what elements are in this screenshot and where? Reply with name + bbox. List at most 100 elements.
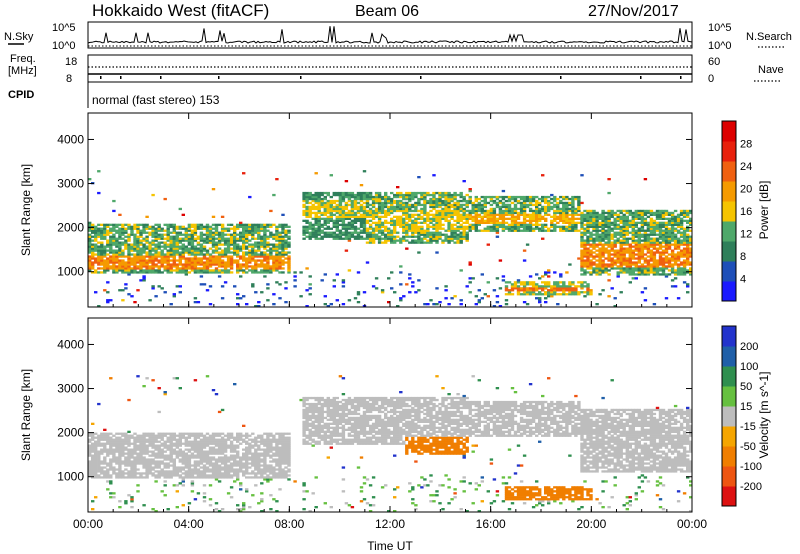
heatmap-cell [127,253,131,256]
heatmap-cell [350,219,355,222]
heatmap-cell [139,265,143,268]
heatmap-cell [465,203,469,207]
heatmap-cell [444,193,448,197]
heatmap-cell [305,227,309,230]
heatmap-cell [637,241,641,244]
heatmap-cell [377,217,382,220]
heatmap-cell [272,257,276,260]
heatmap-cell [118,259,122,262]
heatmap-cell [489,199,494,203]
heatmap-cell [127,237,131,240]
heatmap-cell [103,466,107,469]
heatmap-cell [535,227,539,230]
heatmap-cell [136,462,140,465]
heatmap-cell [544,281,548,284]
heatmap-cell [601,219,605,222]
heatmap-cell [507,227,512,230]
heatmap-cell [115,271,119,274]
heatmap-cell [151,235,155,238]
heatmap-cell [462,217,466,220]
heatmap-cell [133,239,137,242]
heatmap-cell [607,273,611,276]
heatmap-cell [317,205,321,209]
heatmap-cell [625,229,629,232]
heatmap-cell [625,251,629,254]
heatmap-cell [362,211,367,215]
heatmap-cell [94,444,98,447]
heatmap-cell [429,199,433,203]
heatmap-cell [628,273,632,276]
heatmap-cell [519,197,524,201]
heatmap-cell [118,446,122,449]
heatmap-cell [365,229,370,232]
heatmap-cell [622,243,626,246]
heatmap-cell [157,267,161,270]
heatmap-cell [589,291,593,294]
heatmap-cell [447,203,451,207]
heatmap-cell [338,197,343,201]
heatmap-cell [607,233,611,236]
heatmap-cell [613,217,617,220]
heatmap-cell [347,223,352,226]
heatmap-cell [97,247,101,250]
heatmap-cell [91,239,95,242]
heatmap-cell [625,233,629,236]
heatmap-cell [574,223,578,226]
heatmap-cell [468,213,472,216]
heatmap-cell [604,269,608,272]
heatmap-cell [118,468,122,471]
heatmap-cell [260,263,264,266]
heatmap-cell [166,436,170,439]
heatmap-cell [580,219,584,222]
heatmap-cell [302,213,306,216]
heatmap-cell [103,462,107,465]
heatmap-cell [130,253,134,256]
heatmap-cell [157,440,161,443]
heatmap-cell [426,199,430,203]
heatmap-cell [368,207,373,211]
heatmap-cell [347,221,352,224]
heatmap-cell [145,448,149,451]
heatmap-cell [326,207,330,211]
heatmap-cell [601,259,605,262]
heatmap-cell [190,239,195,242]
heatmap-cell [393,195,397,199]
heatmap-cell [314,197,318,201]
heatmap-cell [553,271,557,274]
heatmap-cell [492,195,497,199]
heatmap-cell [272,247,276,250]
heatmap-cell [151,269,155,272]
heatmap-cell [148,233,152,236]
heatmap-cell [329,231,333,234]
heatmap-cell [305,201,309,205]
heatmap-cell [226,249,231,252]
heatmap-cell [245,239,249,242]
heatmap-cell [94,271,98,274]
heatmap-cell [568,201,572,205]
heatmap-cell [519,203,524,207]
heatmap-cell [676,253,681,256]
heatmap-cell [205,231,210,234]
heatmap-cell [257,259,261,262]
heatmap-cell [580,291,584,294]
heatmap-cell [667,257,672,260]
heatmap-cell [495,219,500,222]
heatmap-cell [151,267,155,270]
heatmap-cell [263,251,267,254]
nsky-tick-low: 10^0 [52,40,76,52]
heatmap-cell [580,249,584,252]
heatmap-cell [214,269,219,272]
freq-dot [420,76,422,79]
heatmap-cell [226,245,231,248]
heatmap-cell [305,229,309,232]
heatmap-cell [399,299,403,302]
heatmap-cell [634,221,638,224]
heatmap-cell [583,263,587,266]
heatmap-cell [462,207,466,211]
heatmap-cell [236,303,240,306]
heatmap-cell [571,281,575,284]
heatmap-cell [91,265,95,268]
heatmap-cell [559,281,563,284]
heatmap-cell [559,225,563,228]
heatmap-cell [220,225,225,228]
